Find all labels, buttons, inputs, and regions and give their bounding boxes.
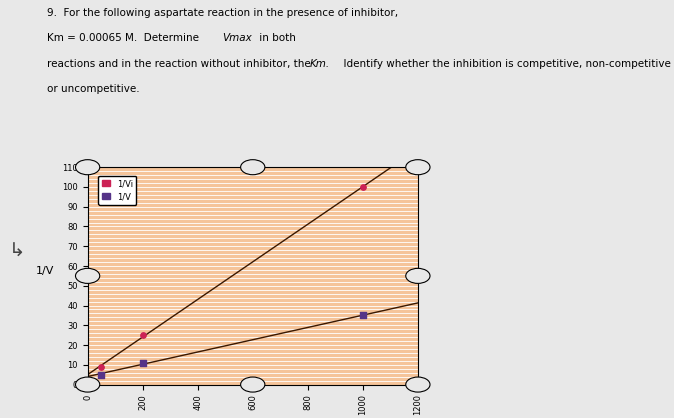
Legend: 1/Vi, 1/V: 1/Vi, 1/V [98, 176, 136, 204]
Point [96, 371, 106, 378]
Text: ↳: ↳ [9, 241, 25, 260]
Text: 9.  For the following aspartate reaction in the presence of inhibitor,: 9. For the following aspartate reaction … [47, 8, 402, 18]
Point [357, 312, 368, 319]
Text: Km.: Km. [310, 59, 330, 69]
Point [357, 184, 368, 190]
Point [137, 359, 148, 366]
Text: Identify whether the inhibition is competitive, non-competitive: Identify whether the inhibition is compe… [337, 59, 671, 69]
Text: in both: in both [256, 33, 296, 43]
Text: Km = 0.00065 M.  Determine: Km = 0.00065 M. Determine [47, 33, 202, 43]
Point [96, 363, 106, 370]
Text: or uncompetitive.: or uncompetitive. [47, 84, 140, 94]
Y-axis label: 1/V: 1/V [36, 266, 55, 276]
Text: reactions and in the reaction without inhibitor, the: reactions and in the reaction without in… [47, 59, 314, 69]
Text: Vmax: Vmax [222, 33, 252, 43]
Point [137, 332, 148, 339]
